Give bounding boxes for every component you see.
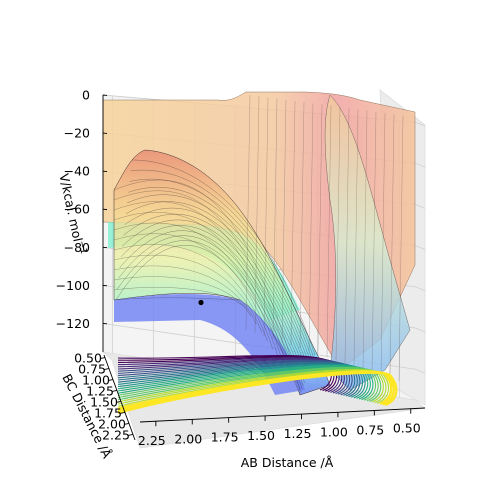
contour-line — [117, 360, 350, 395]
y-tick-label: 1.50 — [90, 394, 118, 409]
y-tick-mark — [123, 422, 130, 425]
contour-line — [117, 359, 348, 395]
contour-line — [117, 360, 353, 396]
x-tick-label: 0.75 — [356, 422, 384, 437]
z-tick-label: −20 — [64, 126, 90, 141]
contour-line — [117, 366, 374, 401]
mesh-line-back — [308, 103, 314, 352]
floor-contours — [117, 354, 398, 415]
y-tick-mark — [127, 433, 134, 436]
contour-line — [117, 371, 398, 415]
mesh-line-back — [344, 108, 350, 364]
z-tick-label: −100 — [56, 278, 90, 293]
z-tick-label: −80 — [64, 240, 90, 255]
mesh-line-back — [353, 109, 359, 367]
mesh-line-back — [245, 94, 251, 331]
mesh-line-v — [113, 190, 295, 382]
contour-line — [117, 362, 358, 397]
y-tick-mark — [119, 412, 126, 414]
y-tick-label: 2.25 — [102, 427, 130, 442]
y-tick-label: 1.00 — [82, 373, 110, 388]
contour-line — [117, 365, 371, 400]
y-tick-label: 2.00 — [98, 416, 126, 431]
x-axis: 2.25 2.00 1.75 1.50 1.25 1.00 0.75 0.50 AB Dist… — [138, 407, 426, 470]
grid-line-side — [414, 162, 426, 168]
y-tick-mark — [115, 401, 122, 403]
x-tick-label: 1.25 — [284, 426, 312, 441]
marker-point — [198, 299, 204, 306]
x-tick-label: 2.25 — [138, 433, 166, 448]
z-tick-label: −60 — [64, 202, 90, 217]
mesh-line-back — [254, 96, 260, 334]
z-tick-group: 0 −20 −40 −60 −80 −100 −120 — [56, 88, 108, 331]
mesh-line-back — [272, 98, 278, 340]
x-axis-label: AB Distance /Å — [241, 455, 334, 470]
z-axis: 0−20−40−60−80−100−120 V/kcal. mol−1 — [56, 88, 108, 352]
surface-right-wing — [324, 94, 411, 391]
y-tick-group: 0.500.751.001.251.501.752.002.25 — [74, 351, 134, 442]
contour-line — [117, 363, 361, 398]
mesh-line-back — [290, 100, 296, 346]
y-tick-label: 1.75 — [94, 405, 122, 420]
contour-line — [117, 361, 356, 396]
y-tick-mark — [103, 368, 110, 370]
x-tick-label: 1.75 — [211, 430, 239, 445]
y-tick-label: 0.50 — [74, 351, 102, 366]
contour-line — [117, 364, 369, 399]
mesh-line-back — [389, 114, 395, 379]
mesh-line-back — [263, 97, 269, 337]
x-tick-group: 2.25 2.00 1.75 1.50 1.25 1.00 0.75 0.50 — [138, 408, 421, 448]
mesh-line-back — [371, 111, 377, 373]
y-tick-mark — [99, 357, 106, 359]
z-tick-label: 0 — [82, 88, 90, 103]
grid-line-side — [414, 121, 426, 127]
mesh-line-back — [317, 104, 323, 355]
grid-line-side — [414, 368, 426, 374]
contour-line — [117, 366, 376, 401]
mesh-line-v — [113, 233, 273, 350]
grid-line-side — [414, 203, 426, 209]
mesh-line-back — [335, 106, 341, 361]
grid-line-side — [414, 245, 426, 250]
surface-valley-floor — [114, 294, 305, 395]
y-axis-line — [103, 354, 136, 441]
energy-surface — [102, 91, 416, 396]
z-tick-label: −120 — [56, 316, 90, 331]
grid-line-side — [414, 327, 426, 333]
x-tick-label: 1.50 — [247, 428, 275, 443]
mesh-line-v — [113, 254, 262, 333]
contour-line — [117, 363, 363, 398]
y-tick-mark — [107, 379, 114, 381]
mesh-line-back — [326, 105, 332, 358]
x-axis-line — [139, 407, 426, 423]
mesh-line-back — [281, 99, 287, 343]
y-tick-mark — [111, 390, 118, 392]
mesh-line-back — [299, 102, 305, 349]
y-tick-label: 0.75 — [78, 362, 106, 377]
contour-line — [117, 364, 366, 399]
y-tick-label: 1.25 — [86, 383, 114, 398]
x-tick-label: 2.00 — [174, 431, 202, 446]
mesh-line-v — [113, 201, 290, 374]
surface-mesh-lines — [113, 94, 404, 396]
mesh-line-v — [113, 222, 279, 358]
mesh-line-back — [380, 112, 386, 376]
mesh-line-back — [398, 115, 404, 382]
z-tick-label: −40 — [64, 164, 90, 179]
mesh-line-v — [113, 297, 241, 301]
grid-line-side — [414, 286, 426, 292]
mesh-line-back — [362, 110, 368, 370]
x-tick-label: 1.00 — [320, 424, 348, 439]
contour-line — [117, 367, 379, 402]
x-tick-label: 0.50 — [393, 421, 421, 436]
